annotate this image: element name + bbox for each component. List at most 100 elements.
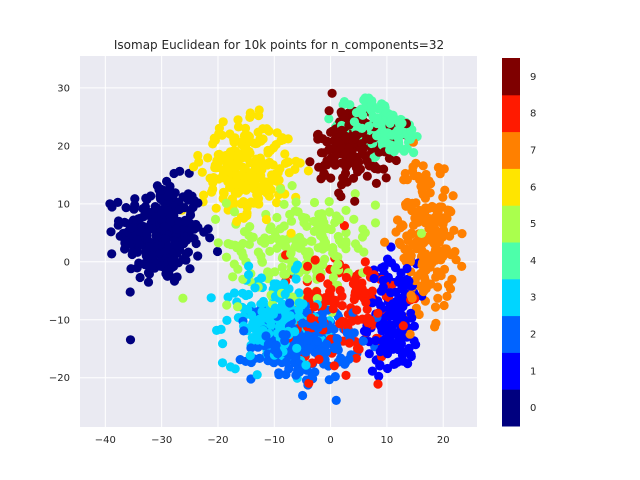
- scatter-point: [349, 214, 359, 224]
- scatter-point: [374, 371, 384, 381]
- scatter-point: [154, 185, 164, 195]
- scatter-point: [268, 160, 278, 170]
- scatter-point: [314, 354, 324, 364]
- scatter-point: [300, 247, 310, 257]
- scatter-point: [160, 222, 170, 232]
- scatter-point: [392, 338, 402, 348]
- scatter-point: [433, 282, 443, 292]
- scatter-point: [420, 275, 430, 285]
- scatter-point: [350, 287, 360, 297]
- scatter-point: [240, 123, 251, 133]
- scatter-point: [142, 228, 152, 238]
- scatter-point: [140, 202, 150, 212]
- scatter-point: [285, 298, 295, 308]
- scatter-point: [264, 191, 274, 201]
- scatter-point: [140, 260, 150, 270]
- scatter-point: [399, 253, 409, 263]
- scatter-point: [265, 246, 275, 256]
- colorbar-tick-label: 6: [530, 182, 536, 193]
- scatter-point: [387, 130, 397, 140]
- colorbar-segment: [502, 131, 520, 169]
- scatter-point: [132, 235, 142, 245]
- scatter-point: [358, 336, 368, 346]
- scatter-point: [377, 263, 387, 273]
- scatter-point: [364, 349, 374, 359]
- scatter-point: [235, 355, 245, 365]
- scatter-point: [225, 163, 235, 173]
- scatter-point: [402, 143, 412, 153]
- scatter-point: [205, 233, 215, 243]
- scatter-point: [395, 239, 405, 250]
- scatter-point: [276, 184, 286, 194]
- scatter-point: [250, 139, 260, 149]
- scatter-point: [291, 197, 301, 207]
- x-tick-label: 10: [381, 435, 394, 446]
- scatter-point: [247, 168, 257, 178]
- scatter-point: [255, 173, 265, 183]
- scatter-point: [373, 164, 383, 174]
- scatter-point: [390, 263, 401, 273]
- scatter-point: [181, 255, 191, 265]
- scatter-point: [125, 287, 135, 297]
- scatter-point: [151, 212, 161, 222]
- scatter-point: [442, 291, 452, 301]
- scatter-point: [344, 338, 354, 348]
- scatter-point: [358, 224, 368, 234]
- scatter-point: [277, 262, 287, 272]
- scatter-point: [326, 224, 336, 235]
- scatter-point: [342, 328, 352, 338]
- scatter-point: [429, 203, 439, 213]
- scatter-point: [294, 288, 304, 298]
- scatter-point: [401, 199, 411, 209]
- scatter-point: [333, 231, 343, 242]
- scatter-point: [209, 133, 219, 143]
- scatter-point: [145, 242, 155, 252]
- scatter-point: [325, 287, 335, 297]
- scatter-point: [252, 370, 262, 380]
- scatter-point: [293, 207, 303, 217]
- scatter-point: [261, 331, 271, 341]
- scatter-point: [324, 106, 334, 116]
- scatter-point: [165, 189, 175, 199]
- y-tick-label: 20: [57, 141, 70, 152]
- scatter-point: [194, 157, 204, 167]
- scatter-point: [303, 335, 313, 345]
- colorbar-segment: [502, 242, 520, 280]
- scatter-point: [349, 117, 359, 127]
- scatter-point: [292, 343, 302, 353]
- scatter-point: [294, 305, 304, 315]
- colorbar-segment: [502, 278, 520, 317]
- scatter-point: [212, 325, 222, 335]
- scatter-point: [271, 140, 281, 150]
- scatter-point: [411, 198, 421, 208]
- scatter-point: [242, 202, 252, 212]
- scatter-point: [438, 192, 448, 202]
- scatter-point: [437, 246, 447, 256]
- scatter-point: [383, 254, 393, 264]
- scatter-point: [417, 175, 427, 185]
- x-tick-label: 20: [437, 435, 450, 446]
- scatter-point: [390, 359, 400, 369]
- scatter-point: [217, 358, 228, 368]
- scatter-point: [341, 244, 351, 254]
- scatter-point: [382, 363, 393, 374]
- scatter-point: [328, 272, 338, 282]
- scatter-point: [370, 218, 381, 228]
- x-tick-label: −10: [264, 435, 285, 446]
- scatter-point: [391, 227, 401, 237]
- scatter-point: [242, 211, 252, 221]
- colorbar-segment: [502, 389, 520, 427]
- scatter-point: [405, 329, 415, 339]
- scatter-point: [271, 340, 281, 350]
- scatter-point: [280, 158, 290, 168]
- scatter-point: [383, 311, 393, 321]
- scatter-point: [233, 115, 243, 125]
- y-tick-label: −10: [49, 315, 70, 326]
- scatter-point: [376, 301, 386, 311]
- scatter-point: [339, 221, 349, 231]
- scatter-point: [197, 167, 207, 177]
- scatter-point: [327, 126, 337, 136]
- scatter-point: [326, 173, 336, 183]
- scatter-point: [246, 343, 256, 353]
- scatter-point: [250, 283, 260, 293]
